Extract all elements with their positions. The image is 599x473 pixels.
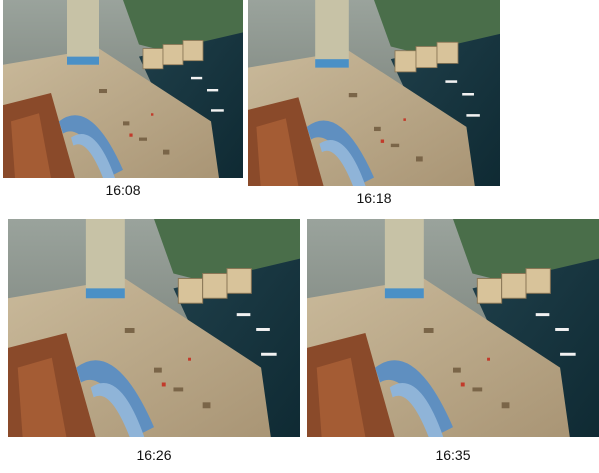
aerial-photo-1618 xyxy=(248,0,500,186)
caption-1626: 16:26 xyxy=(136,447,172,463)
aerial-photo-1626 xyxy=(8,219,300,437)
caption-1608: 16:08 xyxy=(105,182,141,198)
aerial-photo-1635 xyxy=(307,219,599,437)
caption-1618: 16:18 xyxy=(356,190,392,206)
aerial-photo-1608 xyxy=(3,0,243,178)
caption-1635: 16:35 xyxy=(435,447,471,463)
